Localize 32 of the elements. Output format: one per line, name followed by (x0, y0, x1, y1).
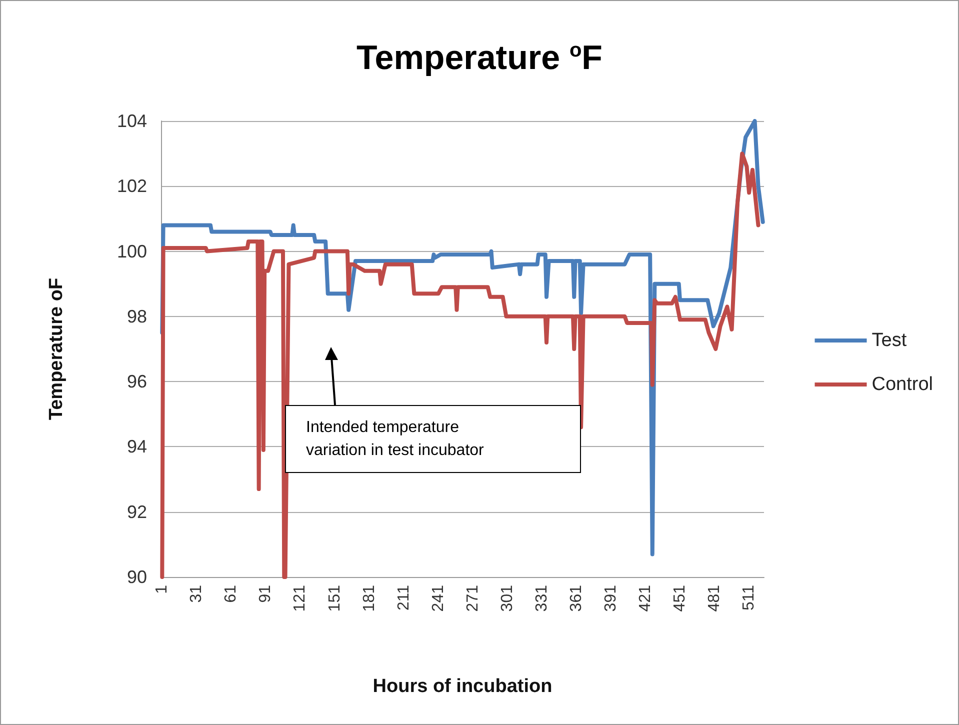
x-tick-label: 451 (671, 584, 688, 612)
legend-label: Control (872, 374, 933, 395)
x-tick-label: 1 (154, 584, 171, 594)
x-tick-label: 211 (395, 584, 412, 611)
x-tick-label: 181 (360, 584, 378, 612)
x-tick-label: 151 (326, 584, 344, 612)
y-axis-title: Temperature oF (46, 278, 67, 420)
y-tick-label: 94 (126, 436, 147, 457)
y-tick-label: 100 (116, 241, 147, 262)
x-tick-label: 31 (188, 584, 206, 603)
x-tick-label: 91 (257, 584, 274, 603)
x-tick-label: 421 (636, 584, 654, 612)
x-tick-label: 391 (602, 584, 620, 612)
x-tick-label: 481 (706, 584, 724, 612)
x-tick-label: 61 (222, 584, 240, 603)
y-tick-label: 92 (126, 502, 147, 522)
y-tick-label: 104 (116, 111, 147, 131)
y-tick-label: 90 (126, 567, 147, 587)
x-axis-title: Hours of incubation (372, 676, 552, 697)
x-tick-label: 271 (464, 584, 482, 612)
x-tick-label: 241 (430, 584, 447, 612)
y-tick-label: 98 (126, 306, 147, 326)
x-tick-label: 331 (533, 584, 550, 612)
x-tick-label: 511 (740, 584, 758, 611)
x-tick-label: 121 (292, 584, 309, 612)
y-tick-label: 96 (126, 372, 147, 392)
y-tick-label: 102 (116, 176, 147, 196)
callout-box: Intended temperature variation in test incubator (285, 405, 581, 473)
chart-title: Temperature $^{o}$F (356, 39, 604, 78)
x-tick-label: 361 (568, 584, 585, 612)
x-tick-label: 301 (498, 584, 516, 612)
legend-label: Test (872, 330, 908, 351)
